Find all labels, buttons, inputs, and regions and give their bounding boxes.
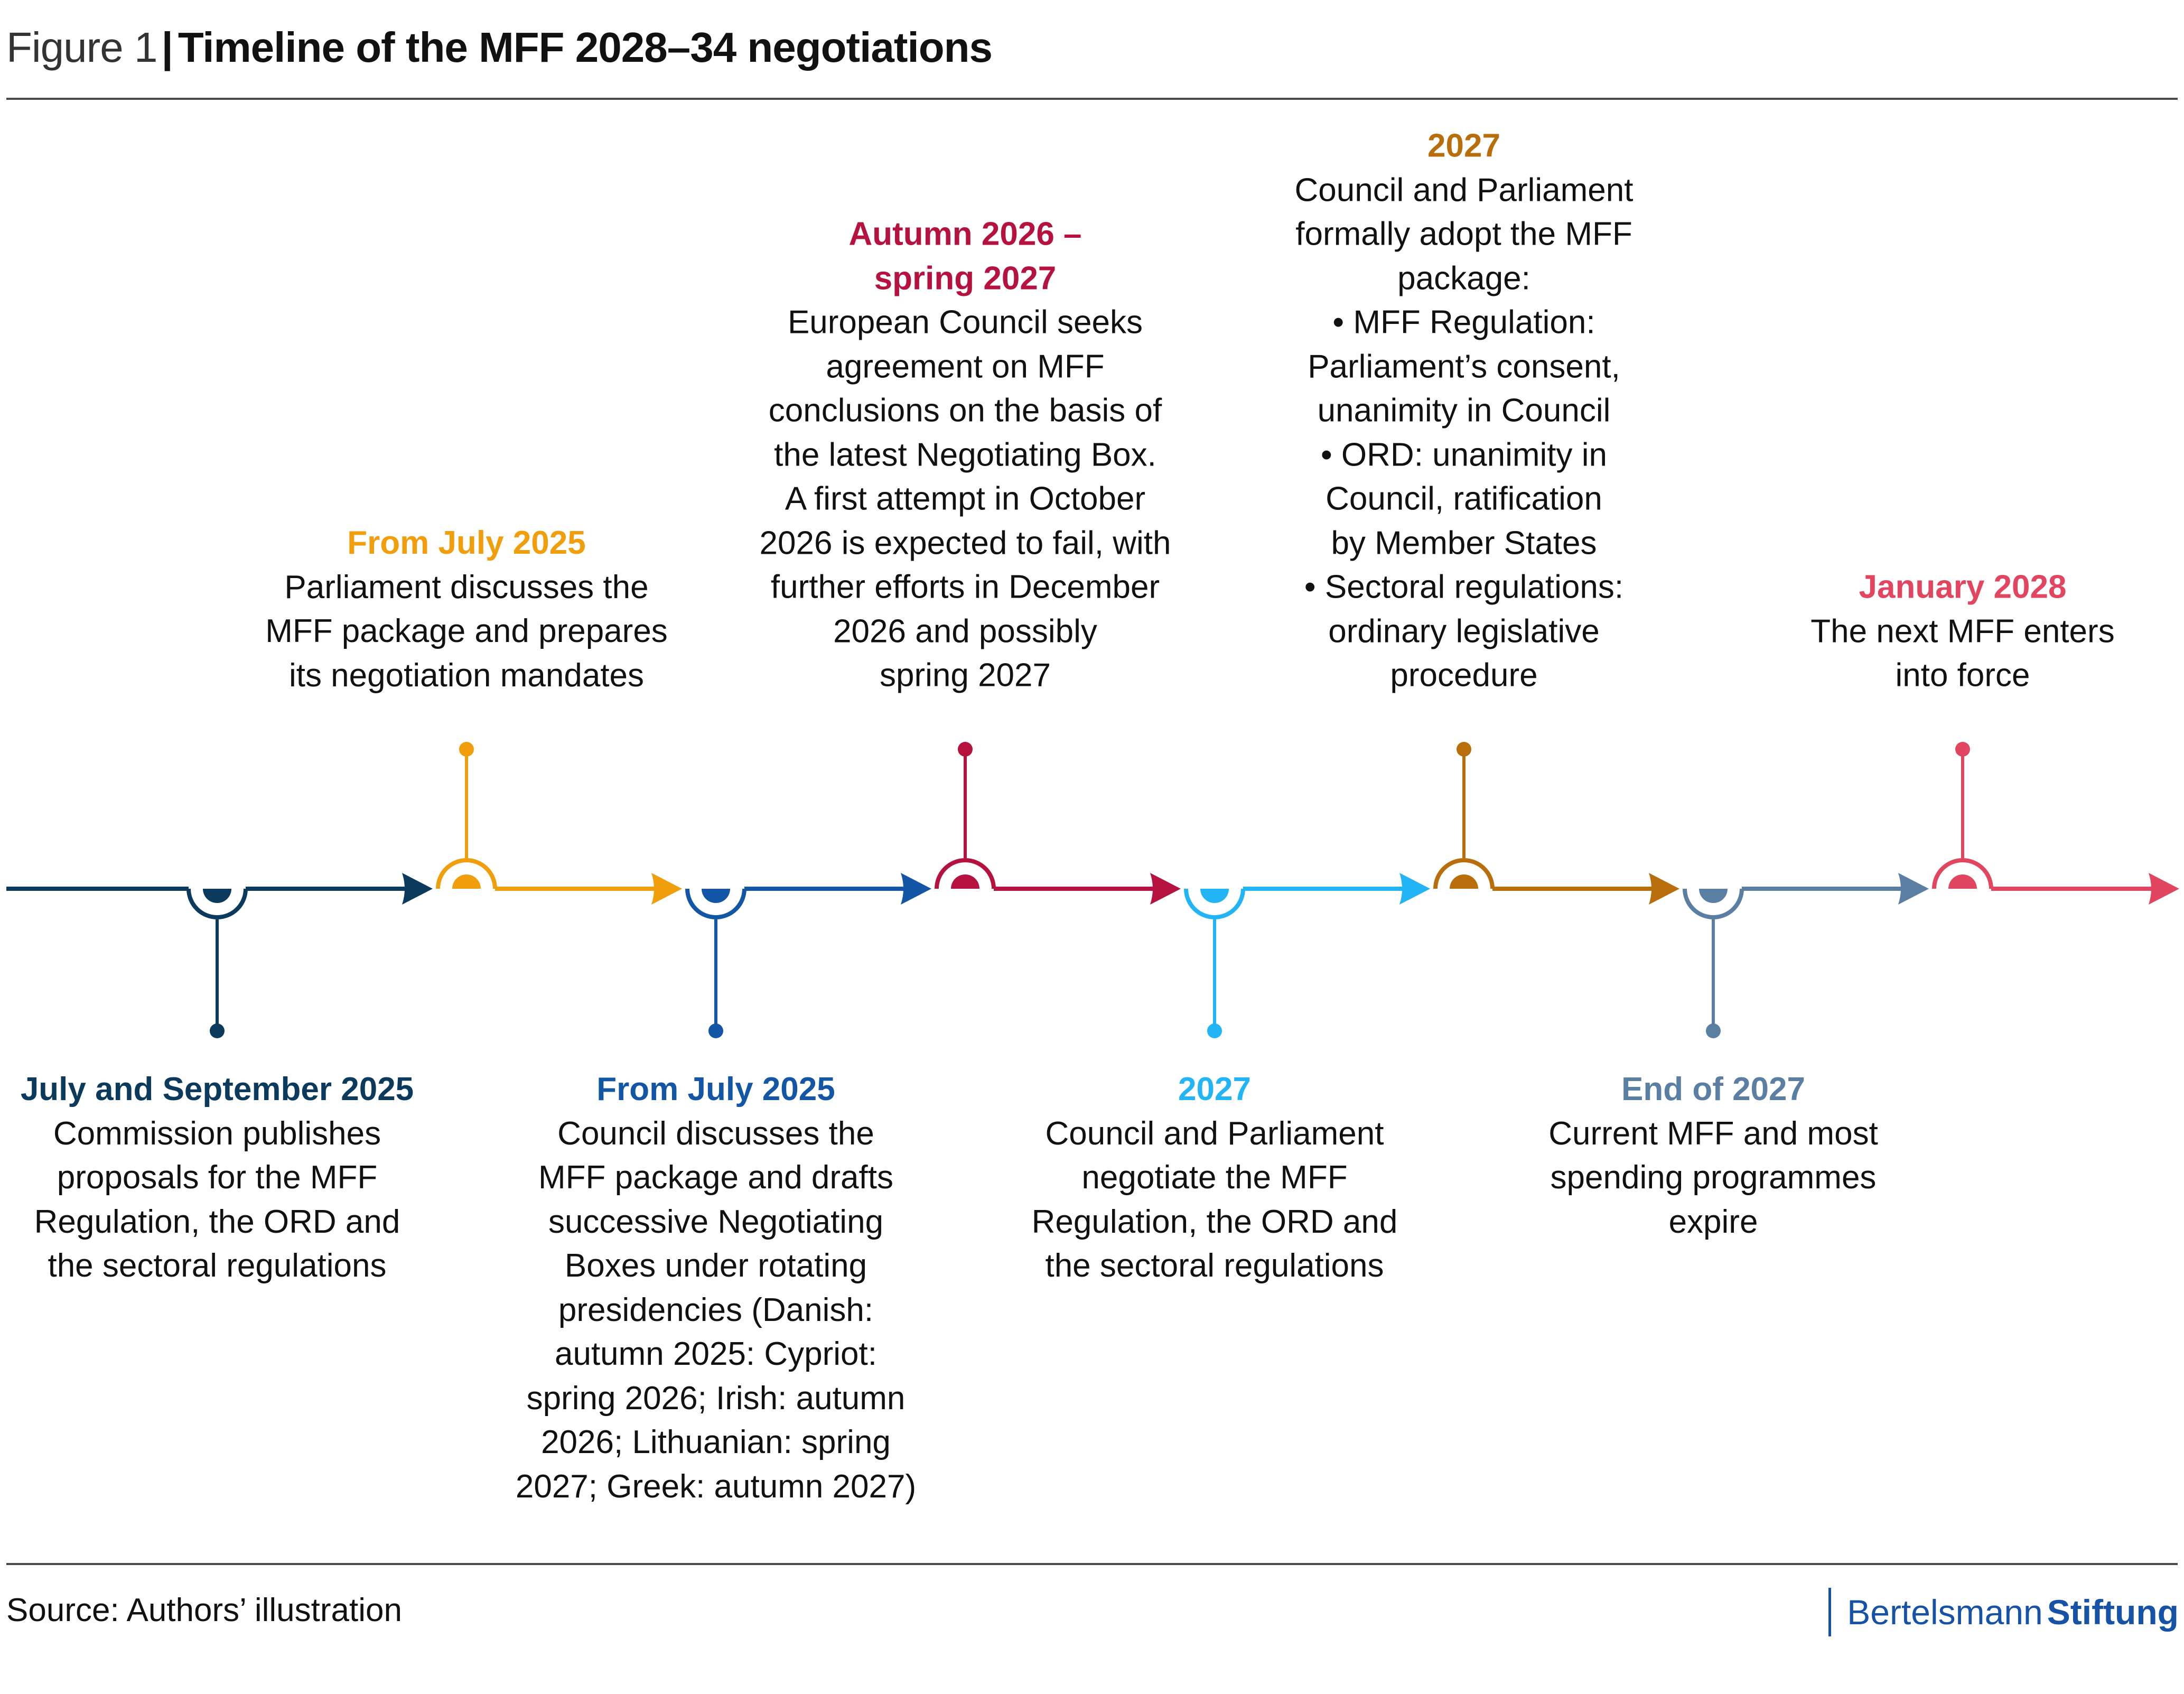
logo-text-stiftung: Stiftung (2047, 1593, 2179, 1632)
stem-end-dot-icon (1955, 742, 1970, 757)
marker-ring-icon (436, 858, 497, 889)
stem-end-dot-icon (1706, 1023, 1721, 1038)
marker-dot-icon (452, 874, 481, 889)
arrow-head-icon (651, 873, 682, 905)
event-date: 2027 (1178, 1071, 1251, 1107)
marker-dot-icon (1450, 874, 1478, 889)
event-description: Council and Parliament formally adopt th… (1294, 172, 1634, 694)
bottom-divider (6, 1563, 2178, 1565)
marker-dot-icon (1200, 889, 1229, 903)
event-date: January 2028 (1859, 569, 2067, 606)
stem-end-dot-icon (459, 742, 474, 757)
marker-ring-icon (685, 888, 746, 919)
event-description: Parliament discusses the MFF package and… (265, 569, 668, 694)
timeline-event-e2: From July 2025 Parliament discusses the M… (229, 521, 704, 697)
arrow-head-icon (1150, 873, 1181, 905)
logo-bar (1828, 1588, 1832, 1636)
logo-text-bertelsmann: Bertelsmann (1847, 1593, 2043, 1632)
event-description: Council and Parliament negotiate the MFF… (1031, 1115, 1398, 1285)
marker-dot-icon (1699, 889, 1728, 903)
stem-end-dot-icon (1457, 742, 1471, 757)
event-date: From July 2025 (347, 525, 586, 561)
timeline-event-e5: 2027 Council and Parliament negotiate the… (977, 1067, 1452, 1288)
timeline-event-e3: From July 2025 Council discusses the MFF … (478, 1067, 954, 1509)
marker-dot-icon (203, 889, 231, 903)
marker-dot-icon (702, 889, 730, 903)
bertelsmann-logo: Bertelsmann Stiftung (1828, 1588, 2179, 1636)
timeline-event-e7: End of 2027 Current MFF and most spending… (1476, 1067, 1951, 1244)
source-note: Source: Authors’ illustration (6, 1592, 402, 1628)
marker-ring-icon (1433, 858, 1495, 889)
arrow-head-icon (402, 873, 433, 905)
figure-title: Figure 1 | Timeline of the MFF 2028–34 neg… (6, 23, 993, 72)
timeline-event-e4: Autumn 2026 – spring 2027 European Counci… (727, 212, 1203, 698)
timeline-event-e8: January 2028 The next MFF enters into for… (1725, 565, 2184, 698)
event-date: July and September 2025 (20, 1071, 414, 1107)
figure-label: Figure 1 (6, 24, 157, 71)
marker-ring-icon (1683, 888, 1744, 919)
event-date: End of 2027 (1621, 1071, 1805, 1107)
marker-ring-icon (1932, 858, 1993, 889)
event-date: From July 2025 (596, 1071, 835, 1107)
arrow-head-icon (901, 873, 931, 905)
event-description: European Council seeks agreement on MFF … (759, 304, 1171, 694)
marker-dot-icon (951, 874, 979, 889)
title-text: Timeline of the MFF 2028–34 negotiations (178, 24, 993, 71)
event-description: Current MFF and most spending programmes… (1548, 1115, 1878, 1240)
arrow-head-icon (1399, 873, 1430, 905)
title-separator: | (161, 24, 173, 71)
event-description: The next MFF enters into force (1810, 613, 2115, 694)
top-divider (6, 98, 2178, 100)
event-date: 2027 (1427, 127, 1500, 164)
stem-end-dot-icon (958, 742, 973, 757)
stem-end-dot-icon (210, 1023, 225, 1038)
marker-ring-icon (186, 888, 248, 919)
timeline-event-e6: 2027 Council and Parliament formally adop… (1226, 124, 1702, 698)
arrow-head-icon (1649, 873, 1679, 905)
marker-ring-icon (935, 858, 996, 889)
timeline-event-e1: July and September 2025 Commission publis… (0, 1067, 455, 1288)
event-description: Council discusses the MFF package and dr… (515, 1115, 917, 1505)
arrow-head-icon (1898, 873, 1929, 905)
marker-dot-icon (1948, 874, 1977, 889)
event-description: Commission publishes proposals for the M… (34, 1115, 400, 1285)
event-date: Autumn 2026 – spring 2027 (848, 216, 1082, 297)
stem-end-dot-icon (708, 1023, 723, 1038)
marker-ring-icon (1184, 888, 1245, 919)
stem-end-dot-icon (1207, 1023, 1222, 1038)
arrow-head-icon (2149, 873, 2179, 905)
